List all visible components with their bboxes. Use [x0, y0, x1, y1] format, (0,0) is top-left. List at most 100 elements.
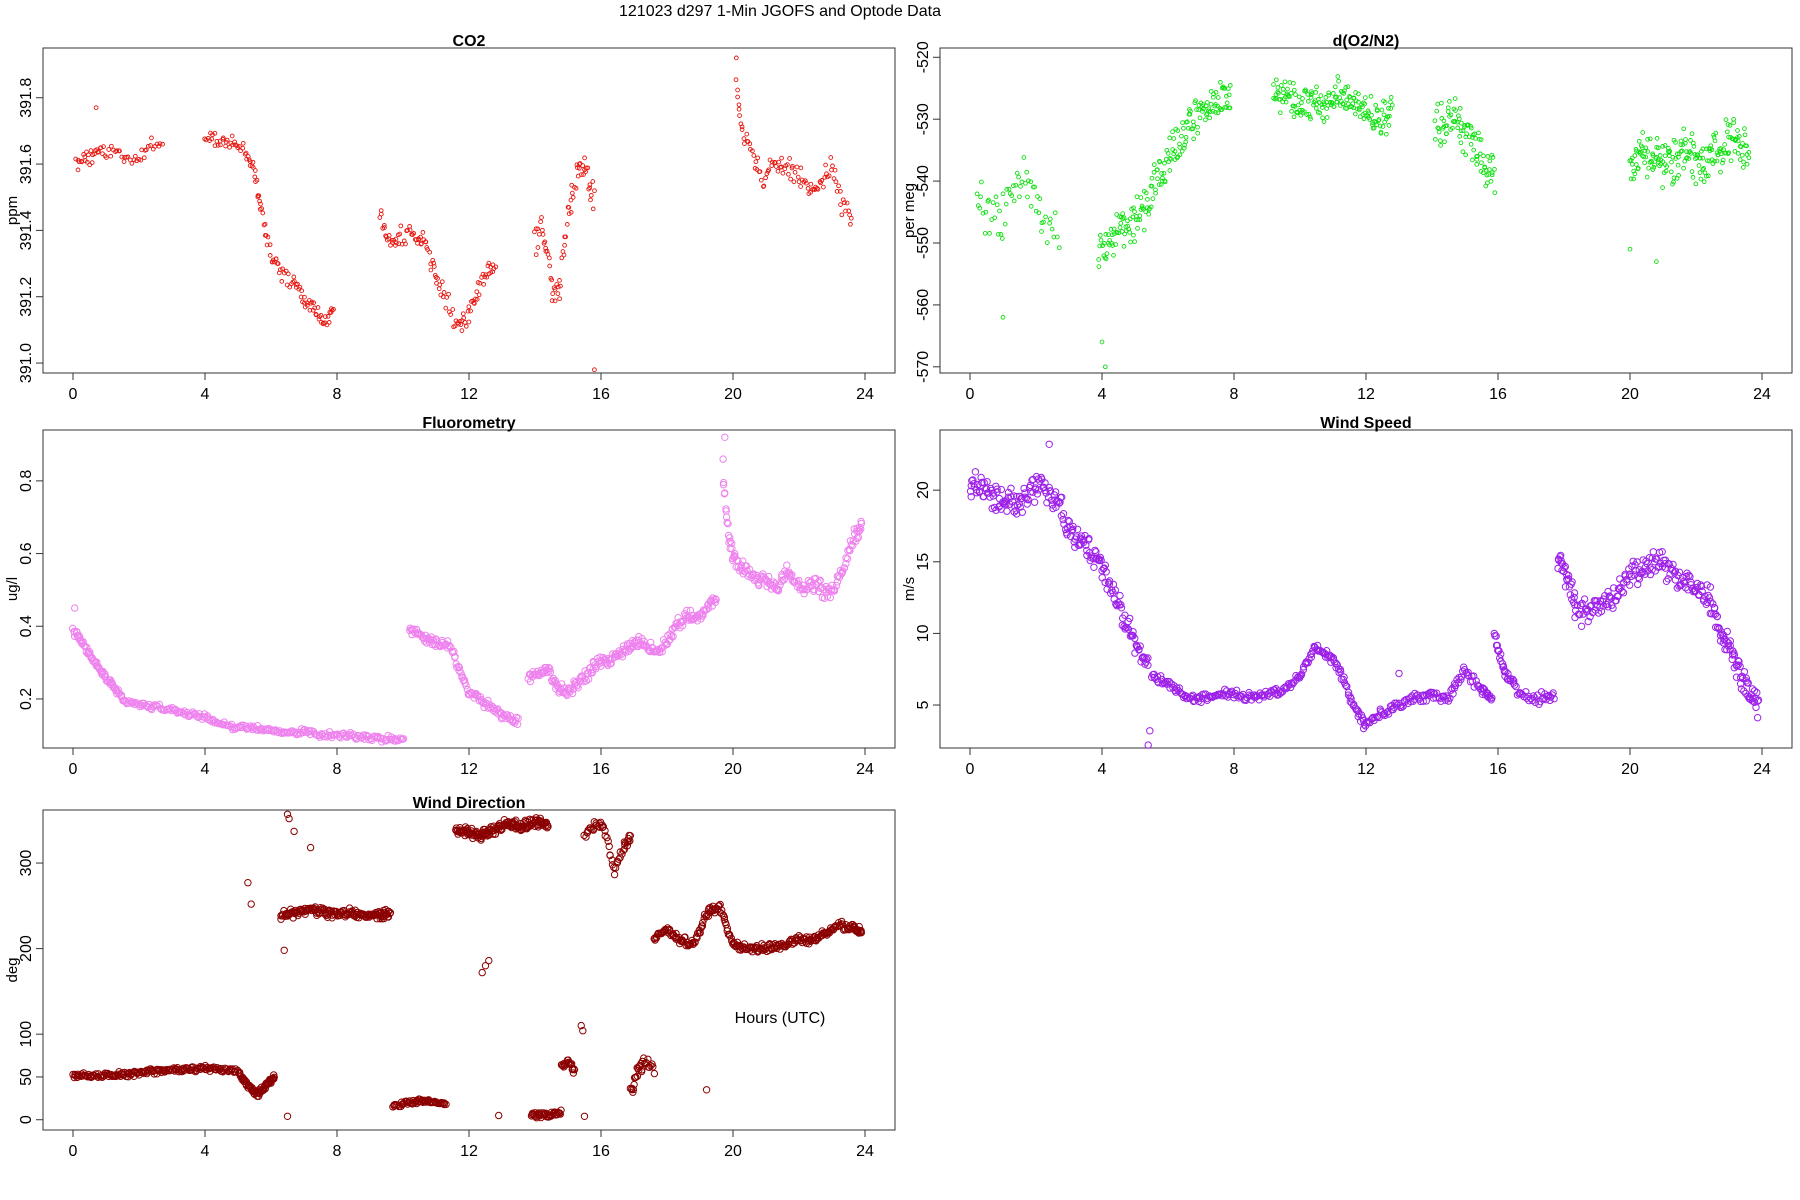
data-point: [1609, 604, 1617, 612]
data-point: [247, 159, 253, 164]
data-point: [1726, 150, 1732, 156]
data-point: [297, 284, 303, 290]
data-point: [787, 156, 792, 161]
data-point: [1722, 142, 1727, 147]
data-point: [798, 184, 803, 189]
x-tick-label: 8: [1230, 386, 1239, 403]
data-point: [1194, 107, 1199, 112]
plot-frame-wdir: [42, 809, 896, 1131]
data-point: [681, 933, 689, 941]
x-tick-label: 12: [1357, 761, 1375, 778]
data-point: [1454, 119, 1460, 125]
x-tick-label: 20: [724, 386, 742, 403]
data-point: [1697, 170, 1703, 175]
data-point: [1730, 651, 1739, 659]
data-point: [611, 864, 620, 872]
data-point: [1171, 136, 1177, 141]
data-point: [1096, 264, 1102, 269]
data-point: [1120, 216, 1126, 222]
data-point: [840, 564, 849, 572]
data-point: [565, 1059, 573, 1068]
data-point: [848, 215, 854, 221]
data-point: [1477, 136, 1482, 142]
data-point: [1056, 245, 1062, 251]
data-point: [1201, 106, 1206, 111]
data-point: [1641, 154, 1646, 160]
data-point: [1112, 600, 1120, 609]
data-point: [1563, 576, 1571, 584]
y-tick-label: -530: [915, 103, 932, 135]
y-tick-label: 391.4: [18, 210, 35, 250]
data-point: [596, 823, 604, 831]
data-point: [1665, 560, 1673, 568]
data-point: [1682, 140, 1688, 146]
data-point: [733, 77, 739, 83]
data-point: [1126, 614, 1134, 623]
data-point: [1713, 130, 1719, 136]
data-point: [1693, 181, 1699, 187]
data-point: [1023, 500, 1031, 508]
data-point: [514, 714, 522, 722]
data-point: [1744, 161, 1750, 167]
data-point: [119, 154, 125, 160]
data-point: [84, 159, 90, 165]
data-point: [435, 276, 440, 281]
data-point: [210, 719, 219, 727]
data-point: [1011, 183, 1016, 189]
data-point: [1486, 692, 1494, 700]
data-point: [1140, 206, 1146, 212]
data-point: [1137, 213, 1143, 219]
data-point: [1612, 596, 1620, 605]
data-point: [1030, 498, 1039, 506]
data-point: [1340, 673, 1348, 681]
data-point: [305, 727, 313, 735]
data-point: [81, 642, 89, 651]
data-point: [1488, 694, 1496, 702]
data-point: [1151, 169, 1157, 175]
data-point: [86, 152, 91, 158]
data-point: [1210, 108, 1216, 114]
data-point: [1502, 668, 1510, 676]
data-point: [741, 136, 747, 141]
data-point: [482, 830, 490, 839]
data-point: [742, 141, 747, 146]
data-point: [410, 232, 415, 237]
data-point: [1156, 182, 1162, 187]
data-point: [1701, 592, 1709, 600]
data-point: [1283, 683, 1291, 691]
y-tick-label: 15: [915, 553, 932, 571]
data-point: [1293, 92, 1298, 97]
data-point: [1334, 94, 1339, 100]
data-point: [423, 239, 429, 245]
data-point: [1727, 123, 1733, 128]
data-point: [418, 234, 423, 240]
data-point: [1736, 134, 1742, 139]
data-point: [1635, 575, 1644, 583]
data-point: [783, 561, 791, 569]
data-point: [724, 520, 732, 528]
data-point: [81, 152, 86, 157]
x-tick-label: 20: [724, 761, 742, 778]
data-point: [1718, 169, 1723, 175]
data-point: [398, 223, 404, 229]
data-point: [822, 175, 828, 180]
data-point: [753, 159, 759, 165]
data-point: [1475, 153, 1480, 159]
data-point: [1439, 116, 1445, 121]
data-point: [430, 257, 436, 263]
data-point: [1297, 107, 1303, 113]
data-point: [604, 837, 612, 845]
data-point: [855, 527, 864, 535]
data-point: [1160, 175, 1165, 181]
data-point: [1700, 155, 1706, 161]
data-point: [1203, 117, 1208, 123]
data-point: [814, 578, 822, 586]
data-point: [1279, 83, 1284, 88]
data-point: [512, 713, 521, 721]
data-point: [773, 164, 779, 169]
data-point: [569, 190, 575, 196]
data-point: [1686, 156, 1692, 161]
data-point: [1436, 129, 1442, 135]
data-point: [1742, 674, 1751, 682]
